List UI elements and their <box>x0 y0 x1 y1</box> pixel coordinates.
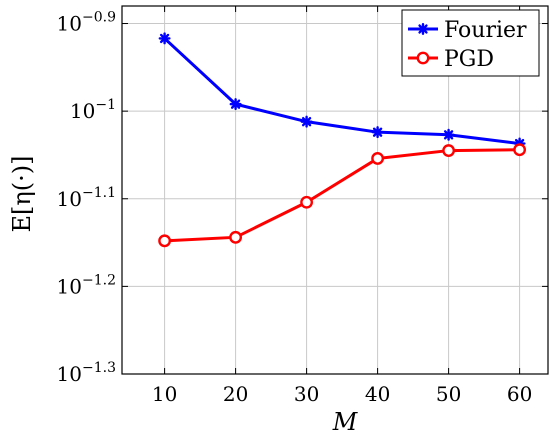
y-tick-labels: 10−0.9 10−1 10−1.1 10−1.2 10−1.3 <box>57 10 116 386</box>
legend-box <box>401 9 540 77</box>
data-point-fourier <box>442 128 455 141</box>
x-tick-label: 40 <box>365 382 390 406</box>
data-point-pgd <box>158 234 172 248</box>
y-tick-label: 10−1.3 <box>57 360 116 386</box>
data-point-fourier <box>300 115 313 128</box>
y-axis-title: E[η(·)] <box>8 156 36 233</box>
legend-marker <box>416 51 430 65</box>
x-tick-label: 60 <box>507 382 532 406</box>
series <box>158 32 526 248</box>
x-tick-label: 10 <box>152 382 177 406</box>
legend-marker <box>417 23 429 35</box>
data-point-pgd <box>300 195 313 209</box>
x-tick-label: 20 <box>223 382 248 406</box>
data-point-pgd <box>442 144 455 157</box>
data-point-pgd <box>513 143 526 157</box>
x-tick-label: 50 <box>436 382 461 406</box>
series-pgd <box>158 143 526 248</box>
plot-frame <box>121 5 549 375</box>
x-tick-label: 30 <box>294 382 319 406</box>
legend: Fourier PGD <box>401 9 540 77</box>
series-line-pgd <box>164 148 520 243</box>
legend-label: Fourier <box>444 18 527 43</box>
data-point-fourier <box>371 126 384 139</box>
y-tick-label: 10−0.9 <box>57 10 116 36</box>
legend-entry-pgd: PGD <box>408 47 494 72</box>
x-tick-labels: 10 20 30 40 50 60 <box>152 382 532 406</box>
legend-entry-fourier: Fourier <box>408 18 527 43</box>
data-point-fourier <box>229 98 242 111</box>
tick-marks <box>122 6 548 375</box>
legend-label: PGD <box>444 47 494 72</box>
y-tick-label: 10−1 <box>70 97 116 123</box>
y-tick-label: 10−1.1 <box>57 185 116 211</box>
x-axis-title: M <box>332 408 359 436</box>
data-point-pgd <box>371 152 384 165</box>
data-point-fourier <box>158 32 171 45</box>
series-line-fourier <box>163 37 520 146</box>
data-point-pgd <box>229 230 243 244</box>
y-tick-label: 10−1.2 <box>57 272 116 298</box>
series-fourier <box>158 32 526 150</box>
